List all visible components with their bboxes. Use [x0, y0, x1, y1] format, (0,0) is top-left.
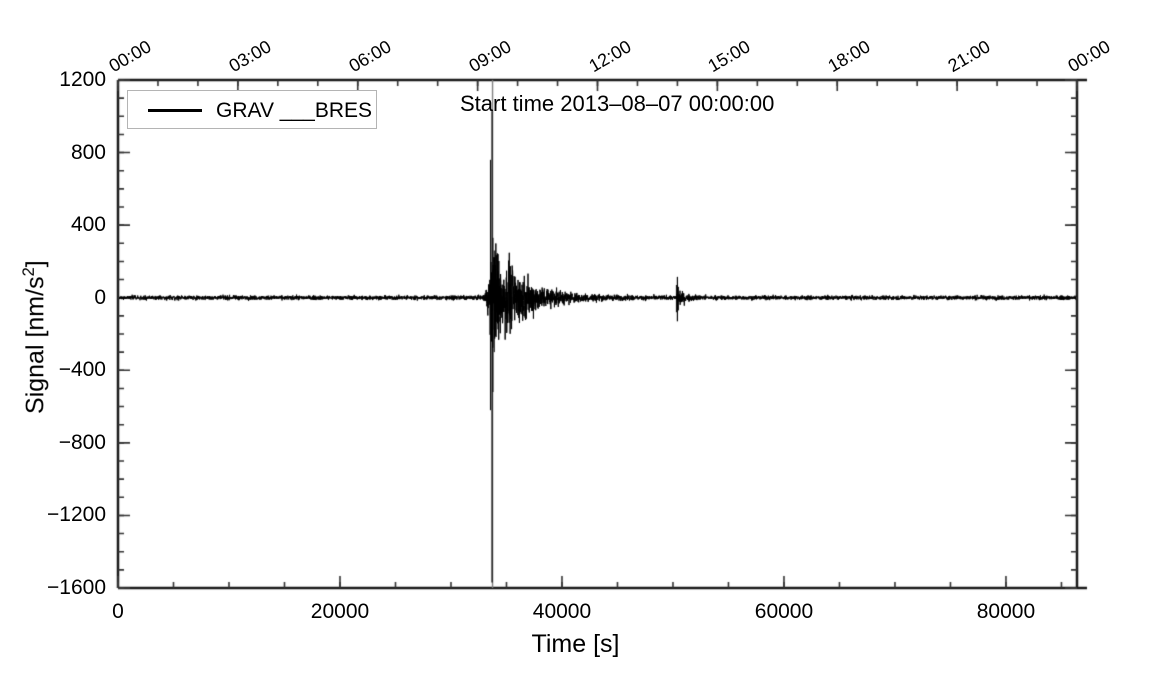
- x-tick-label: 0: [112, 600, 124, 623]
- x-axis-title: Time [s]: [531, 630, 620, 658]
- x-tick-label: 40000: [532, 600, 592, 623]
- y-tick-label: 1200: [59, 68, 106, 91]
- x-tick-label: 20000: [310, 600, 370, 623]
- x-tick-label: 80000: [976, 600, 1036, 623]
- y-tick-label: −1600: [47, 576, 106, 599]
- legend-label: GRAV ___BRES: [216, 99, 373, 122]
- y-tick-label: 800: [70, 140, 106, 164]
- y-axis-title-exponent: 2: [19, 267, 38, 277]
- y-tick-label: −800: [58, 430, 106, 454]
- y-tick-label: −400: [58, 358, 106, 382]
- y-axis-title: Signal [nm/s2]: [20, 37, 50, 637]
- y-tick-label: 0: [94, 285, 106, 309]
- start-time-annotation: Start time 2013–08–07 00:00:00: [460, 91, 775, 116]
- legend: GRAV ___BRES: [127, 90, 377, 129]
- legend-line-swatch: [148, 109, 202, 112]
- x-tick-label: 60000: [754, 600, 814, 623]
- y-tick-label: −1200: [47, 503, 106, 527]
- y-axis-title-base: Signal [nm/s: [21, 276, 50, 415]
- y-tick-label: 400: [70, 213, 106, 237]
- y-axis-title-close: ]: [21, 260, 50, 268]
